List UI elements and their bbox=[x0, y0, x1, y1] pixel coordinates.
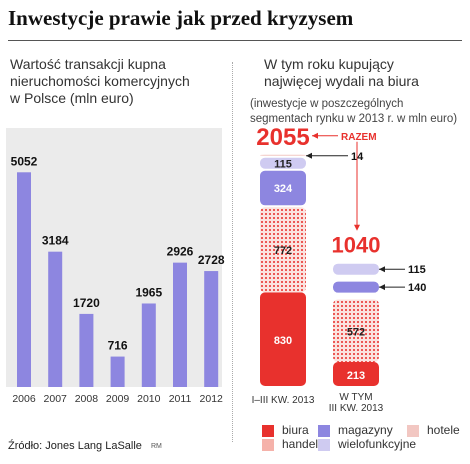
category-label-col2-line2: III KW. 2013 bbox=[329, 403, 384, 414]
x-tick-label-2007: 2007 bbox=[44, 393, 68, 405]
stack-segment-wielofunkcyjne-col1 bbox=[260, 157, 306, 169]
stack-segment-hotele-col1 bbox=[260, 154, 306, 156]
right-subtitle-line-2: najwięcej wydali na biura bbox=[264, 73, 419, 89]
razem-label: RAZEM bbox=[341, 132, 377, 143]
legend-swatch-wielofunkcyjne bbox=[318, 439, 330, 451]
bar-value-label-2007: 3184 bbox=[42, 234, 69, 248]
category-label-col1: I–III KW. 2013 bbox=[252, 395, 315, 406]
segment-value-label-handel-col1: 772 bbox=[274, 245, 292, 257]
bar-value-label-2012: 2728 bbox=[198, 253, 225, 267]
bar-value-label-2008: 1720 bbox=[73, 296, 100, 310]
bar-value-label-2009: 716 bbox=[108, 339, 128, 353]
legend-swatch-biura bbox=[262, 425, 274, 437]
bar-value-label-2011: 2926 bbox=[167, 245, 194, 259]
bar-2006 bbox=[17, 172, 31, 387]
total-label-col2: 1040 bbox=[332, 233, 381, 258]
bar-2009 bbox=[110, 356, 125, 387]
segment-value-label-magazyny-col2: 140 bbox=[408, 282, 426, 294]
legend-swatch-hotele bbox=[407, 425, 419, 437]
headline: Inwestycje prawie jak przed kryzysem bbox=[8, 6, 354, 30]
razem-arrow-down bbox=[354, 224, 360, 231]
bar-2007 bbox=[48, 251, 63, 387]
right-subtitle-line-1: W tym roku kupujący bbox=[264, 56, 394, 72]
segment-value-label-wielofunkcyjne-col1: 115 bbox=[274, 158, 292, 170]
razem-arrow-left bbox=[312, 132, 318, 139]
stack-segment-wielofunkcyjne-col2 bbox=[333, 263, 379, 275]
column-divider bbox=[232, 62, 233, 442]
x-tick-label-2011: 2011 bbox=[169, 393, 192, 405]
legend-label-hotele: hotele bbox=[427, 423, 460, 437]
left-subtitle-line-3: w Polsce (mln euro) bbox=[10, 90, 134, 106]
bar-2012 bbox=[204, 271, 219, 387]
x-tick-label-2008: 2008 bbox=[75, 393, 99, 405]
total-label-col1: 2055 bbox=[256, 124, 309, 151]
stack-segment-biura-col2 bbox=[333, 361, 379, 386]
bar-value-label-2006: 5052 bbox=[11, 154, 38, 168]
bar-2011 bbox=[173, 262, 187, 387]
stack-segment-magazyny-col2 bbox=[333, 281, 379, 293]
category-label-col2-line1: W TYM bbox=[339, 392, 372, 403]
right-note-line-1: (inwestycje w poszczególnych bbox=[250, 98, 404, 110]
callout-arrow-hotele-col1 bbox=[306, 152, 312, 159]
stack-segment-handel-col2 bbox=[333, 299, 379, 362]
x-tick-label-2009: 2009 bbox=[106, 393, 130, 405]
stack-segment-handel-col1 bbox=[260, 207, 306, 293]
legend-label-handel: handel bbox=[282, 437, 319, 451]
stack-segment-biura-col1 bbox=[260, 292, 306, 386]
segment-value-label-handel-col2: 572 bbox=[347, 327, 365, 339]
segment-value-label-hotele-col1: 14 bbox=[351, 151, 364, 163]
segment-value-label-biura-col2: 213 bbox=[347, 370, 365, 382]
legend-label-wielofunkcyjne: wielofunkcyjne bbox=[338, 437, 417, 451]
callout-arrow-wielofunkcyjne-col2 bbox=[379, 266, 385, 273]
legend-swatch-magazyny bbox=[318, 425, 330, 437]
segment-value-label-magazyny-col1: 324 bbox=[274, 183, 293, 195]
x-tick-label-2012: 2012 bbox=[200, 393, 224, 405]
legend-label-biura: biura bbox=[282, 423, 309, 437]
bar-2008 bbox=[79, 313, 94, 387]
right-note-line-2: segmentach rynku w 2013 r. w mln euro) bbox=[250, 113, 458, 125]
bar-value-label-2010: 1965 bbox=[135, 285, 162, 299]
annual-bar-chart: 5052 2006 3184 2007 1720 2008 716 2009 1965 2010 2… bbox=[6, 128, 225, 405]
left-subtitle-line-2: nieruchomości komercyjnych bbox=[10, 73, 190, 89]
legend-label-magazyny: magazyny bbox=[338, 423, 393, 437]
left-subtitle-line-1: Wartość transakcji kupna bbox=[10, 56, 166, 72]
callout-arrow-magazyny-col2 bbox=[379, 284, 385, 291]
source-note: Źródło: Jones Lang LaSalle bbox=[8, 440, 142, 452]
segment-value-label-biura-col1: 830 bbox=[274, 335, 292, 347]
legend-swatch-handel bbox=[262, 439, 274, 451]
bar-2010 bbox=[141, 303, 156, 387]
x-tick-label-2006: 2006 bbox=[12, 393, 36, 405]
credit-mark: RM bbox=[151, 443, 162, 450]
x-tick-label-2010: 2010 bbox=[137, 393, 161, 405]
segment-value-label-wielofunkcyjne-col2: 115 bbox=[408, 264, 426, 276]
stack-segment-magazyny-col1 bbox=[260, 170, 306, 206]
segment-stacked-chart: 830 772 324 115 14 2055 213 572 140 115 1040 RAZEM I… bbox=[252, 124, 427, 414]
headline-rule bbox=[8, 40, 462, 41]
